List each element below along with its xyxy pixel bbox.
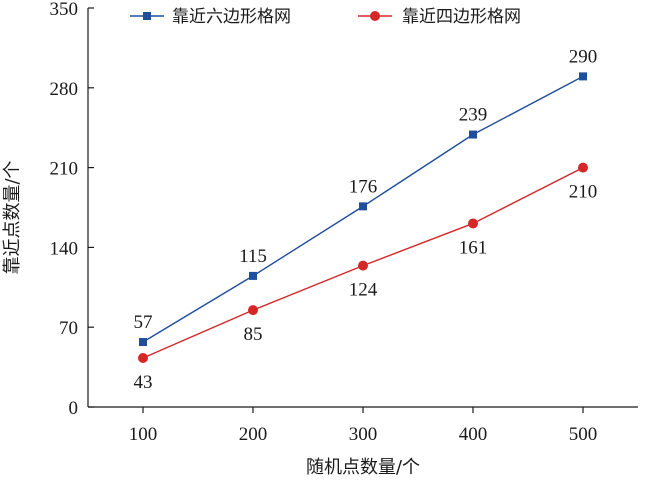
- y-tick-label: 140: [50, 238, 79, 259]
- y-axis-title: 靠近点数量/个: [2, 160, 23, 274]
- series-hexagon: 57 115 176 239 290: [134, 46, 598, 347]
- legend: 靠近六边形格网 靠近四边形格网: [130, 7, 521, 27]
- legend-item-quadrilateral: 靠近四边形格网: [358, 7, 521, 27]
- data-point-square: [139, 338, 147, 347]
- data-point-circle: [578, 162, 588, 173]
- data-label: 124: [349, 280, 378, 301]
- x-tick-label: 200: [239, 424, 268, 445]
- legend-label-quadrilateral: 靠近四边形格网: [402, 7, 521, 27]
- data-point-circle: [138, 352, 148, 363]
- series-layer: 57 115 176 239 290 43 85 124 161 210: [134, 46, 598, 393]
- y-tick-label: 0: [69, 398, 79, 419]
- legend-label-hexagon: 靠近六边形格网: [172, 7, 291, 27]
- data-point-circle: [468, 218, 478, 229]
- y-tick-label: 350: [50, 0, 79, 20]
- data-point-square: [249, 271, 257, 280]
- data-point-circle: [358, 260, 368, 271]
- x-axis-title: 随机点数量/个: [306, 457, 420, 478]
- data-label: 115: [239, 246, 267, 267]
- data-label: 239: [459, 105, 488, 126]
- x-tick-label: 500: [569, 424, 598, 445]
- data-label: 85: [244, 324, 263, 345]
- series-quadrilateral: 43 85 124 161 210: [134, 162, 598, 393]
- data-point-circle: [248, 305, 258, 316]
- x-tick-label: 100: [129, 424, 158, 445]
- data-label: 176: [349, 176, 378, 197]
- legend-marker-circle: [370, 11, 380, 21]
- data-label: 161: [459, 237, 488, 258]
- y-ticks: 0 70 140 210 280 350: [50, 0, 94, 419]
- data-label: 290: [569, 46, 598, 67]
- x-tick-label: 300: [349, 424, 378, 445]
- x-tick-label: 400: [459, 424, 488, 445]
- legend-marker-square: [143, 12, 151, 20]
- data-label: 43: [134, 372, 153, 393]
- y-tick-label: 70: [59, 318, 78, 339]
- y-tick-label: 210: [50, 159, 79, 180]
- x-ticks: 100 200 300 400 500: [129, 407, 598, 445]
- legend-item-hexagon: 靠近六边形格网: [130, 7, 291, 27]
- data-label: 210: [569, 182, 598, 203]
- data-point-square: [469, 130, 477, 139]
- data-point-square: [579, 72, 587, 81]
- data-point-square: [359, 202, 367, 211]
- y-tick-label: 280: [50, 79, 79, 100]
- data-label: 57: [134, 312, 153, 333]
